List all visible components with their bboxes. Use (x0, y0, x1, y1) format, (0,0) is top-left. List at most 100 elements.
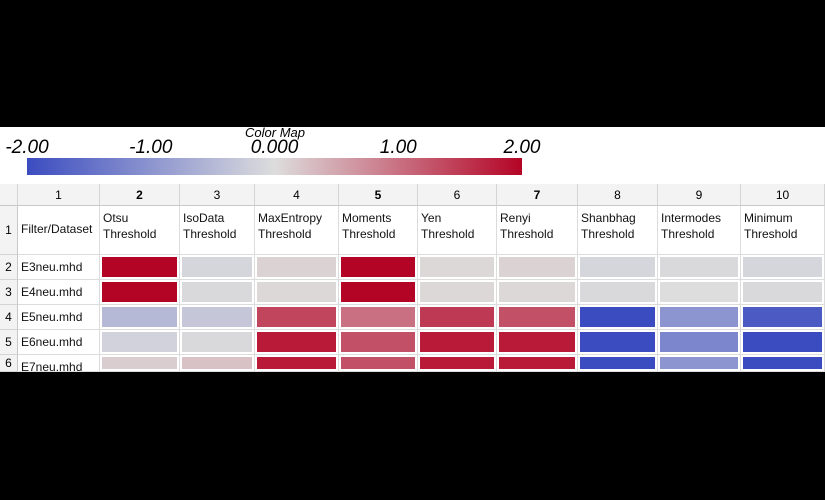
heatmap-cell[interactable] (339, 330, 418, 355)
heatmap-swatch (743, 307, 822, 327)
column-header[interactable]: 6 (418, 184, 497, 206)
heatmap-cell[interactable] (100, 355, 180, 372)
heatmap-cell[interactable] (180, 280, 255, 305)
dataset-name: E4neu.mhd (21, 285, 83, 299)
heatmap-cell[interactable] (741, 330, 825, 355)
heatmap-cell[interactable] (578, 305, 658, 330)
heatmap-cell[interactable] (497, 280, 578, 305)
heatmap-cell[interactable] (255, 255, 339, 280)
table-cell[interactable]: MaxEntropy Threshold (255, 206, 339, 255)
table-cell[interactable]: Filter/Dataset (18, 206, 100, 255)
row-header[interactable]: 1 (0, 206, 18, 255)
heatmap-cell[interactable] (418, 280, 497, 305)
heatmap-cell[interactable] (658, 330, 741, 355)
heatmap-swatch (420, 257, 494, 277)
heatmap-cell[interactable] (741, 355, 825, 372)
heatmap-cell[interactable] (497, 355, 578, 372)
heatmap-cell[interactable] (741, 280, 825, 305)
heatmap-cell[interactable] (658, 305, 741, 330)
heatmap-swatch (580, 257, 655, 277)
column-header[interactable]: 1 (18, 184, 100, 206)
table-cell[interactable]: Intermodes Threshold (658, 206, 741, 255)
column-title: Minimum Threshold (744, 211, 798, 241)
table-cell[interactable]: Moments Threshold (339, 206, 418, 255)
heatmap-cell[interactable] (339, 280, 418, 305)
heatmap-cell[interactable] (418, 305, 497, 330)
table-cell[interactable]: Renyi Threshold (497, 206, 578, 255)
heatmap-cell[interactable] (100, 255, 180, 280)
column-header[interactable]: 2 (100, 184, 180, 206)
dataset-name: E6neu.mhd (21, 335, 83, 349)
heatmap-cell[interactable] (578, 330, 658, 355)
heatmap-cell[interactable] (255, 305, 339, 330)
colormap-tick-label: 2.00 (503, 137, 541, 158)
colormap-title: Color Map (245, 125, 305, 140)
heatmap-cell[interactable] (418, 330, 497, 355)
heatmap-cell[interactable] (741, 255, 825, 280)
heatmap-swatch (182, 332, 252, 352)
dataset-name-cell[interactable]: E6neu.mhd (18, 330, 100, 355)
heatmap-cell[interactable] (741, 305, 825, 330)
dataset-name-cell[interactable]: E5neu.mhd (18, 305, 100, 330)
column-header[interactable]: 4 (255, 184, 339, 206)
heatmap-cell[interactable] (339, 355, 418, 372)
heatmap-cell[interactable] (100, 280, 180, 305)
column-title: Yen Threshold (421, 211, 475, 241)
heatmap-cell[interactable] (339, 255, 418, 280)
heatmap-swatch (341, 257, 415, 277)
heatmap-cell[interactable] (255, 330, 339, 355)
column-title: Renyi Threshold (500, 211, 554, 241)
heatmap-swatch (257, 357, 336, 369)
heatmap-cell[interactable] (658, 255, 741, 280)
heatmap-swatch (660, 307, 738, 327)
heatmap-cell[interactable] (497, 255, 578, 280)
heatmap-cell[interactable] (418, 255, 497, 280)
table-cell[interactable]: Shanbhag Threshold (578, 206, 658, 255)
heatmap-cell[interactable] (578, 280, 658, 305)
row-header[interactable]: 4 (0, 305, 18, 330)
column-header[interactable]: 5 (339, 184, 418, 206)
table-cell[interactable]: Otsu Threshold (100, 206, 180, 255)
heatmap-swatch (499, 307, 575, 327)
column-title: Shanbhag Threshold (581, 211, 636, 241)
heatmap-cell[interactable] (578, 355, 658, 372)
table-cell[interactable]: Minimum Threshold (741, 206, 825, 255)
table-corner[interactable] (0, 184, 18, 206)
heatmap-cell[interactable] (497, 330, 578, 355)
column-header[interactable]: 7 (497, 184, 578, 206)
dataset-name-cell[interactable]: E4neu.mhd (18, 280, 100, 305)
colormap-tick-label: 1.00 (379, 137, 417, 158)
heatmap-cell[interactable] (180, 255, 255, 280)
dataset-name-cell[interactable]: E3neu.mhd (18, 255, 100, 280)
heatmap-cell[interactable] (658, 280, 741, 305)
row-header[interactable]: 5 (0, 330, 18, 355)
heatmap-cell[interactable] (100, 330, 180, 355)
heatmap-cell[interactable] (180, 305, 255, 330)
heatmap-cell[interactable] (100, 305, 180, 330)
heatmap-cell[interactable] (255, 280, 339, 305)
column-header[interactable]: 8 (578, 184, 658, 206)
heatmap-cell[interactable] (180, 330, 255, 355)
heatmap-cell[interactable] (578, 255, 658, 280)
column-header[interactable]: 3 (180, 184, 255, 206)
heatmap-swatch (102, 357, 177, 369)
column-header[interactable]: 10 (741, 184, 825, 206)
heatmap-swatch (499, 282, 575, 302)
heatmap-cell[interactable] (497, 305, 578, 330)
results-table: 1 2 3 4 5 6 7 8 9 10 1 2 3 4 5 6 Filter/Dataset Otsu Thre… (0, 184, 825, 374)
heatmap-cell[interactable] (339, 305, 418, 330)
heatmap-cell[interactable] (658, 355, 741, 372)
row-header[interactable]: 3 (0, 280, 18, 305)
column-header[interactable]: 9 (658, 184, 741, 206)
heatmap-cell[interactable] (418, 355, 497, 372)
heatmap-cell[interactable] (180, 355, 255, 372)
table-cell[interactable]: IsoData Threshold (180, 206, 255, 255)
table-cell[interactable]: Yen Threshold (418, 206, 497, 255)
heatmap-swatch (182, 282, 252, 302)
dataset-name-cell[interactable]: E7neu.mhd (18, 355, 100, 374)
heatmap-swatch (182, 357, 252, 369)
heatmap-cell[interactable] (255, 355, 339, 372)
heatmap-swatch (743, 282, 822, 302)
row-header[interactable]: 6 (0, 355, 18, 372)
row-header[interactable]: 2 (0, 255, 18, 280)
